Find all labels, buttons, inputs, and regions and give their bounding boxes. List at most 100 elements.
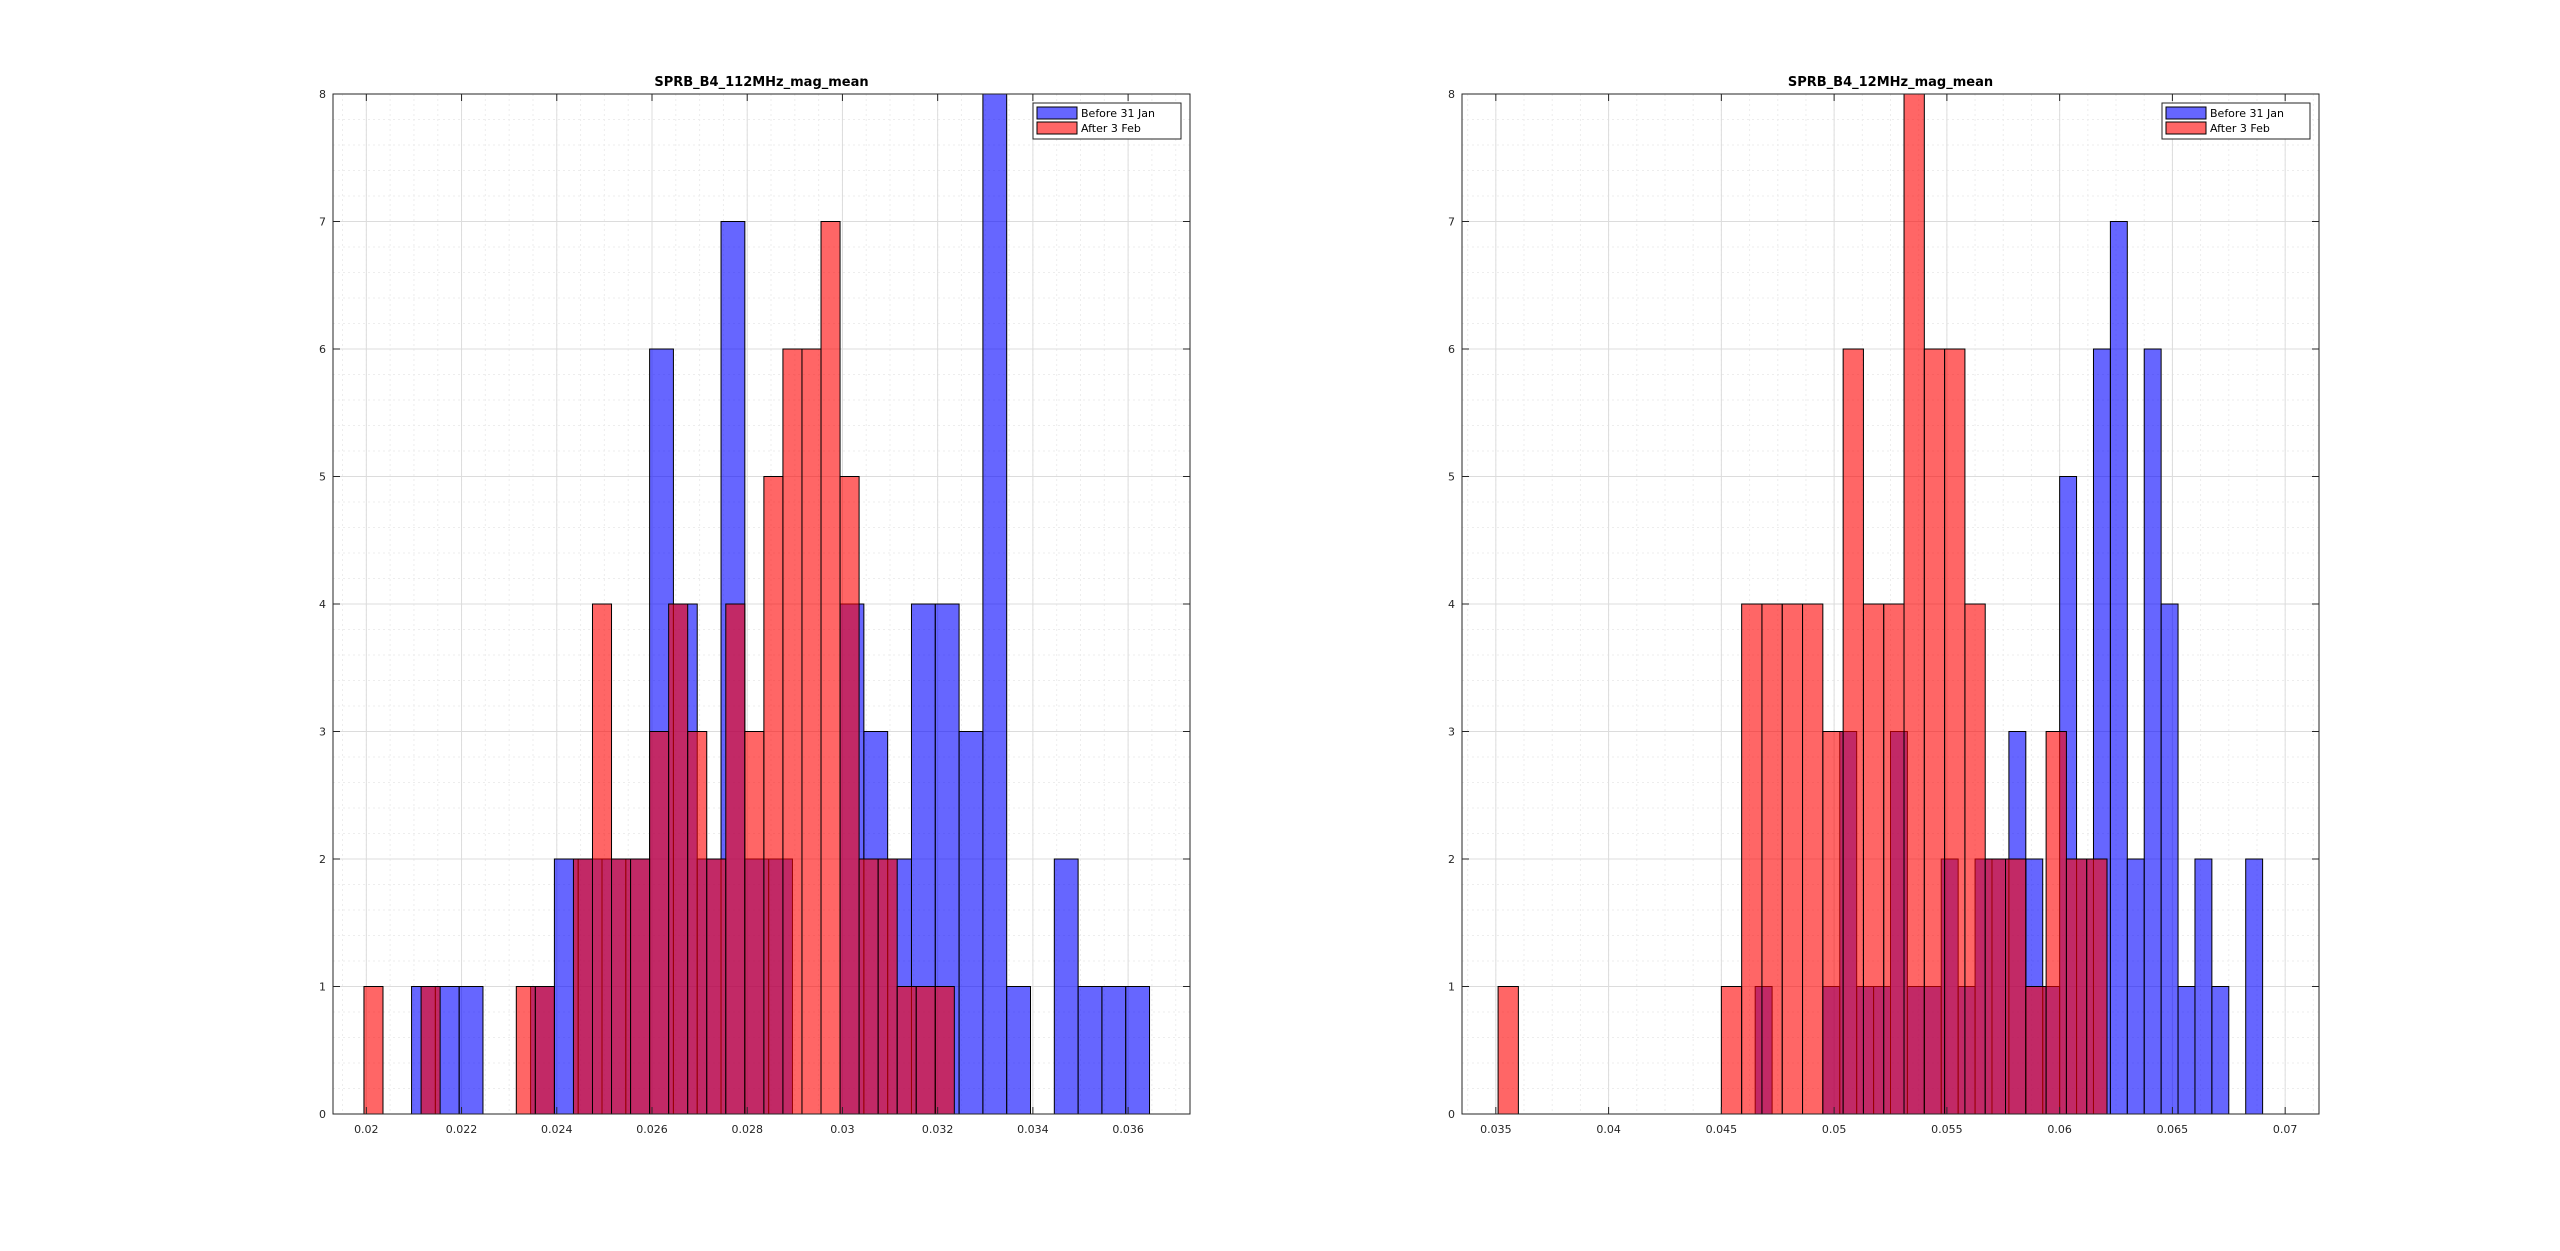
bar-before xyxy=(458,986,484,1115)
x-tick-label: 0.07 xyxy=(2273,1123,2298,1136)
chart-title: SPRB_B4_112MHz_mag_mean xyxy=(654,75,868,90)
bar-after xyxy=(534,986,555,1115)
bar-after xyxy=(515,986,536,1115)
bar-after xyxy=(1822,731,1844,1115)
x-tick-label: 0.055 xyxy=(1931,1123,1963,1136)
bar-after xyxy=(839,476,860,1115)
x-tick-label: 0.032 xyxy=(922,1123,954,1136)
x-tick-label: 0.024 xyxy=(541,1123,573,1136)
bar-after xyxy=(858,858,879,1115)
bar-after xyxy=(591,603,613,1115)
bar-after xyxy=(744,731,765,1115)
histogram-112mhz: 0.02 0.022 0.024 0.026 0.028 0.03 0.032 0.034 0.… xyxy=(319,75,1191,1136)
bar-after xyxy=(1720,986,1743,1115)
bar-before xyxy=(2245,858,2264,1115)
bar-after xyxy=(668,603,689,1115)
bar-after xyxy=(1984,858,2007,1115)
legend-label-before: Before 31 Jan xyxy=(2210,107,2284,120)
y-tick-label: 3 xyxy=(1448,726,1455,739)
bar-before xyxy=(2177,986,2196,1115)
bar-after xyxy=(630,858,651,1115)
legend-swatch-after xyxy=(1036,121,1078,135)
bar-after xyxy=(2005,858,2027,1115)
bar-before xyxy=(1077,986,1103,1115)
bar-after xyxy=(1903,93,1925,1115)
bar-after xyxy=(877,858,898,1115)
y-tick-label: 4 xyxy=(1448,598,1455,611)
axes-frame xyxy=(332,93,1191,1115)
histogram-12mhz: 0.035 0.04 0.045 0.05 0.055 0.06 0.065 0.07 0 1 2 3… xyxy=(1448,75,2320,1136)
bar-after xyxy=(801,348,822,1115)
y-tick-label: 7 xyxy=(319,216,326,229)
legend: Before 31 Jan After 3 Feb xyxy=(2161,102,2311,140)
y-tick-label: 2 xyxy=(319,853,326,866)
tick-labels: 0.02 0.022 0.024 0.026 0.028 0.03 0.032 0.034 0.… xyxy=(319,88,1144,1136)
bar-before xyxy=(2160,603,2179,1115)
y-tick-label: 8 xyxy=(319,88,326,101)
x-tick-label: 0.026 xyxy=(636,1123,668,1136)
bar-after xyxy=(1883,603,1905,1115)
bar-after xyxy=(687,731,708,1115)
bar-before xyxy=(1053,858,1079,1115)
bar-after xyxy=(1923,348,1946,1115)
x-tick-label: 0.035 xyxy=(1480,1123,1512,1136)
bar-after xyxy=(1944,348,1966,1115)
bar-after xyxy=(2065,858,2088,1115)
bar-after xyxy=(420,986,441,1115)
axes-frame xyxy=(1461,93,2320,1115)
x-tick-label: 0.05 xyxy=(1822,1123,1847,1136)
bar-after xyxy=(1741,603,1763,1115)
tick-labels: 0.035 0.04 0.045 0.05 0.055 0.06 0.065 0.07 0 1 2 3… xyxy=(1448,88,2297,1136)
bar-after xyxy=(2086,858,2108,1115)
bar-after xyxy=(1862,603,1885,1115)
bar-after xyxy=(934,986,955,1115)
bar-after xyxy=(763,476,784,1115)
x-tick-label: 0.02 xyxy=(354,1123,379,1136)
y-tick-label: 0 xyxy=(1448,1108,1455,1121)
y-tick-label: 1 xyxy=(1448,981,1455,994)
legend-swatch-before xyxy=(2165,106,2207,120)
bar-before xyxy=(2109,221,2128,1115)
bar-after xyxy=(1761,603,1783,1115)
x-tick-label: 0.034 xyxy=(1017,1123,1049,1136)
legend: Before 31 Jan After 3 Feb xyxy=(1032,102,1182,140)
y-tick-label: 0 xyxy=(319,1108,326,1121)
bar-after xyxy=(725,603,746,1115)
legend-label-after: After 3 Feb xyxy=(2210,122,2270,135)
bar-after xyxy=(820,221,841,1115)
bar-before xyxy=(2126,858,2145,1115)
x-tick-label: 0.045 xyxy=(1706,1123,1738,1136)
bar-after xyxy=(782,348,803,1115)
x-tick-label: 0.028 xyxy=(731,1123,763,1136)
bar-before xyxy=(958,731,984,1115)
x-tick-label: 0.022 xyxy=(446,1123,478,1136)
bar-after xyxy=(1497,986,1519,1115)
bar-after xyxy=(363,986,384,1115)
bar-after xyxy=(1964,603,1986,1115)
bar-before xyxy=(2194,858,2213,1115)
y-tick-label: 6 xyxy=(1448,343,1455,356)
bar-after xyxy=(896,986,917,1115)
legend-swatch-before xyxy=(1036,106,1078,120)
x-tick-label: 0.06 xyxy=(2047,1123,2072,1136)
bar-before xyxy=(2143,348,2162,1115)
bar-after xyxy=(2025,986,2047,1115)
bar-after xyxy=(572,858,593,1115)
y-tick-label: 5 xyxy=(319,471,326,484)
y-tick-label: 5 xyxy=(1448,471,1455,484)
bar-after xyxy=(649,731,670,1115)
y-tick-label: 1 xyxy=(319,981,326,994)
legend-label-before: Before 31 Jan xyxy=(1081,107,1155,120)
y-tick-label: 6 xyxy=(319,343,326,356)
x-tick-label: 0.065 xyxy=(2157,1123,2189,1136)
bar-before xyxy=(2211,986,2230,1115)
bar-after xyxy=(915,986,936,1115)
chart-title: SPRB_B4_12MHz_mag_mean xyxy=(1788,75,1993,90)
y-tick-label: 2 xyxy=(1448,853,1455,866)
y-tick-label: 3 xyxy=(319,726,326,739)
x-tick-label: 0.036 xyxy=(1112,1123,1144,1136)
y-tick-label: 8 xyxy=(1448,88,1455,101)
bar-after xyxy=(611,858,632,1115)
bar-before xyxy=(1006,986,1032,1115)
